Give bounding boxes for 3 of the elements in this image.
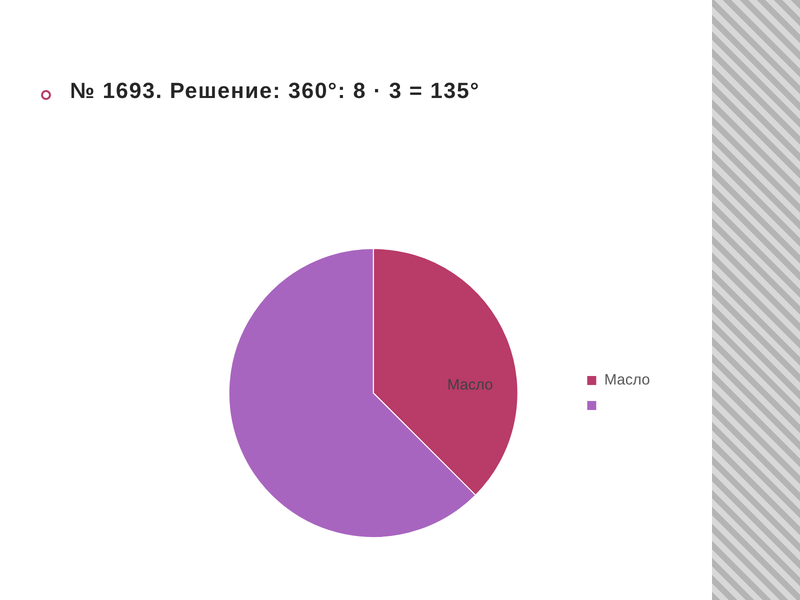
chart-title: № 1693. Решение: 360°: 8 · 3 = 135° [70, 78, 480, 104]
slice-label: Масло [447, 376, 494, 394]
legend-label: Масло [604, 372, 650, 389]
